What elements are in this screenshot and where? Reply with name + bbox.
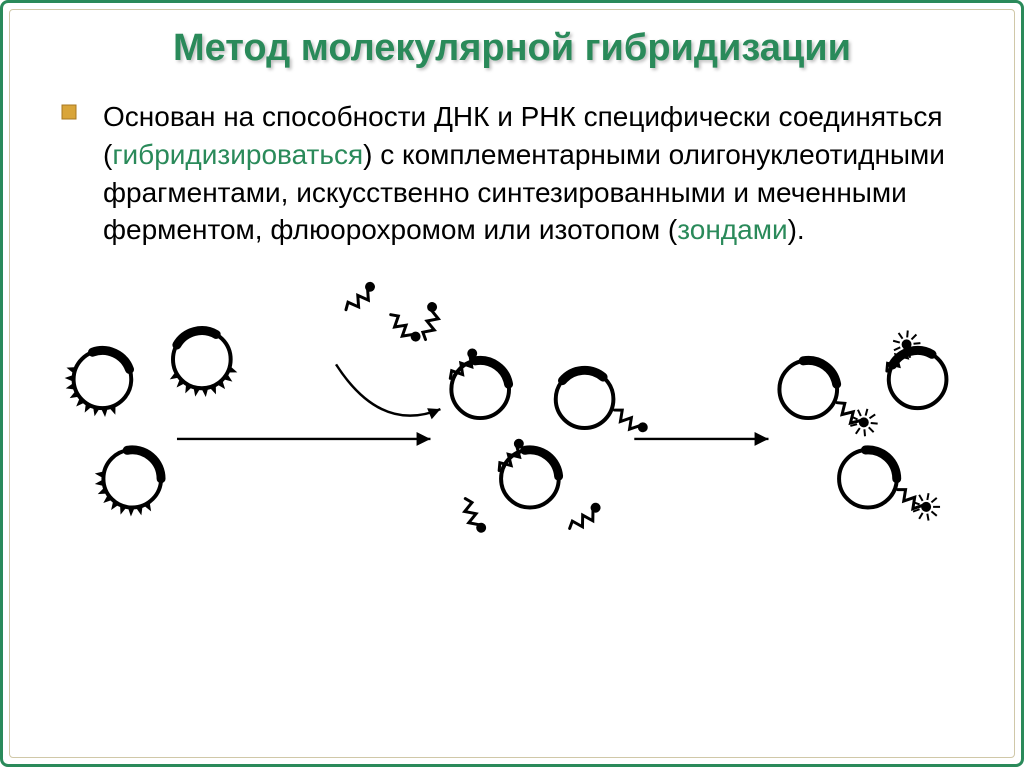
p-seg2-highlight: гибридизироваться <box>112 139 363 170</box>
diagram-svg <box>3 279 1021 579</box>
body-paragraph: Основан на способности ДНК и РНК специфи… <box>3 90 1021 249</box>
paragraph-text: Основан на способности ДНК и РНК специфи… <box>103 98 961 249</box>
p-seg5: ). <box>788 214 805 245</box>
bullet-icon <box>61 104 77 120</box>
hybridization-diagram <box>3 279 1021 579</box>
p-seg4-highlight: зондами <box>677 214 787 245</box>
